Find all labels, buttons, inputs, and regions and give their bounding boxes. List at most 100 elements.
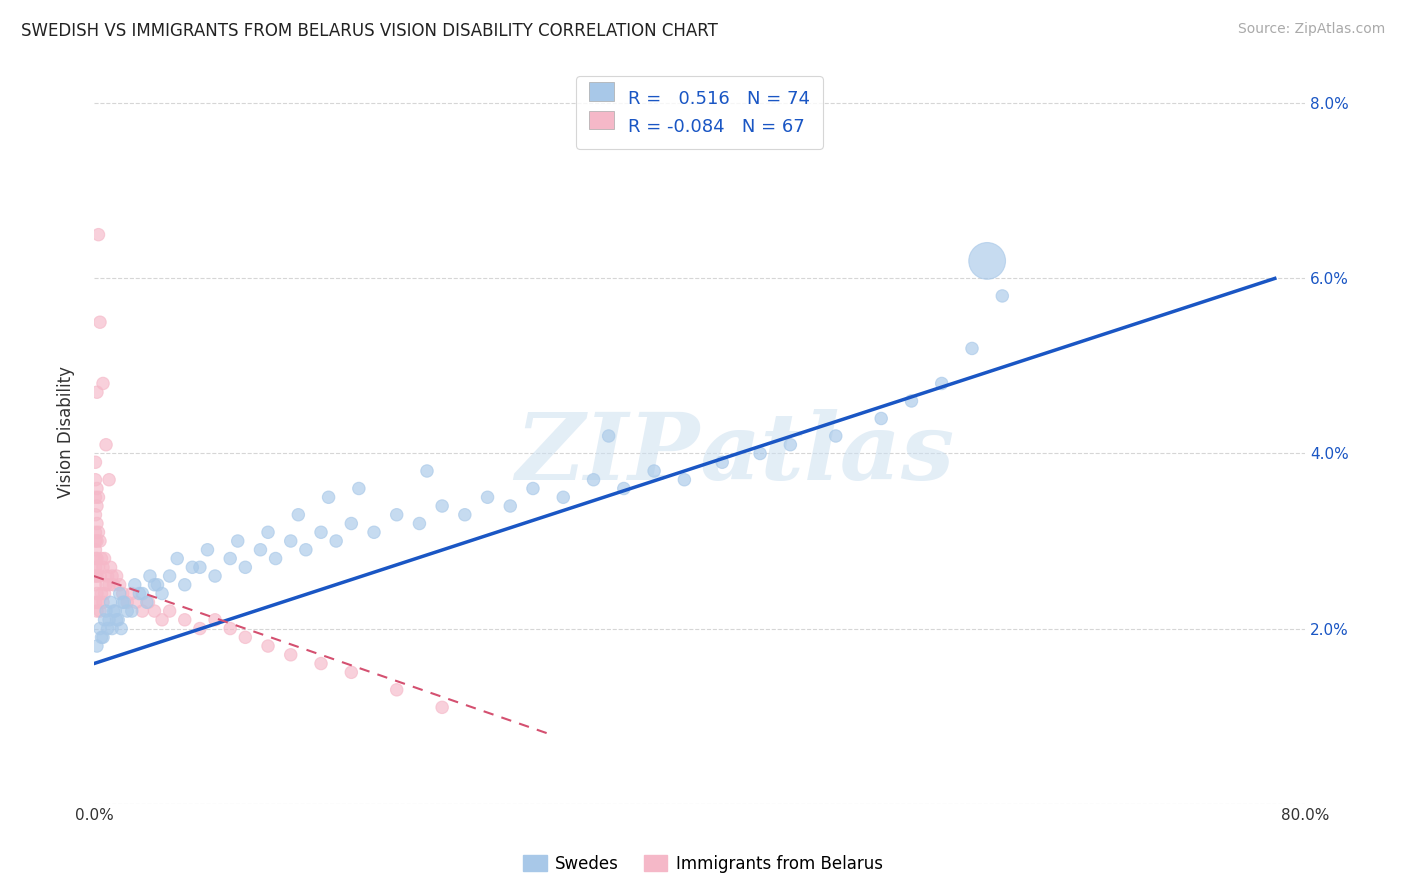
Point <box>226 534 249 549</box>
Point <box>309 525 332 540</box>
Point <box>91 630 114 644</box>
Point <box>84 578 107 592</box>
Point <box>197 542 219 557</box>
Point <box>121 586 143 600</box>
Point <box>89 622 111 636</box>
Point <box>96 622 118 636</box>
Point <box>931 376 953 391</box>
Point <box>159 604 181 618</box>
Point <box>93 586 115 600</box>
Point <box>115 595 138 609</box>
Point <box>94 438 117 452</box>
Point <box>150 613 173 627</box>
Point <box>91 376 114 391</box>
Point <box>416 464 439 478</box>
Legend: Swedes, Immigrants from Belarus: Swedes, Immigrants from Belarus <box>517 848 889 880</box>
Point <box>115 604 138 618</box>
Point <box>84 508 107 522</box>
Y-axis label: Vision Disability: Vision Disability <box>58 366 75 498</box>
Point <box>103 604 125 618</box>
Point <box>111 586 134 600</box>
Point <box>900 394 922 409</box>
Point <box>108 586 131 600</box>
Point <box>711 455 734 469</box>
Point <box>779 438 801 452</box>
Point <box>105 569 128 583</box>
Point <box>84 473 107 487</box>
Point <box>991 289 1014 303</box>
Point <box>84 534 107 549</box>
Point <box>219 551 242 566</box>
Point <box>101 569 124 583</box>
Point <box>131 604 153 618</box>
Point <box>173 613 195 627</box>
Point <box>93 551 115 566</box>
Point <box>87 525 110 540</box>
Point <box>673 473 696 487</box>
Point <box>340 516 363 531</box>
Point <box>976 254 998 268</box>
Point <box>454 508 477 522</box>
Point <box>749 446 772 460</box>
Point <box>86 534 108 549</box>
Text: ZIP: ZIP <box>515 409 700 499</box>
Point <box>613 482 636 496</box>
Point <box>98 473 121 487</box>
Point <box>87 560 110 574</box>
Point <box>960 342 983 356</box>
Point <box>84 560 107 574</box>
Point <box>430 499 453 513</box>
Point <box>100 595 122 609</box>
Point <box>103 578 125 592</box>
Point <box>91 560 114 574</box>
Point <box>111 595 134 609</box>
Point <box>131 586 153 600</box>
Point <box>110 622 132 636</box>
Point <box>257 639 280 653</box>
Point <box>408 516 430 531</box>
Point <box>86 551 108 566</box>
Point <box>143 604 166 618</box>
Point <box>84 595 107 609</box>
Point <box>90 551 112 566</box>
Point <box>146 578 169 592</box>
Point <box>86 385 108 400</box>
Point <box>87 490 110 504</box>
Point <box>86 569 108 583</box>
Point <box>643 464 665 478</box>
Point <box>87 227 110 242</box>
Point <box>98 613 121 627</box>
Point <box>91 595 114 609</box>
Point <box>89 604 111 618</box>
Point <box>287 508 309 522</box>
Point <box>112 595 135 609</box>
Point <box>347 482 370 496</box>
Point <box>86 482 108 496</box>
Point <box>363 525 385 540</box>
Point <box>124 578 146 592</box>
Point <box>340 665 363 680</box>
Point <box>135 595 157 609</box>
Point <box>89 315 111 329</box>
Point <box>86 639 108 653</box>
Point <box>173 578 195 592</box>
Point <box>84 525 107 540</box>
Point <box>385 508 408 522</box>
Point <box>430 700 453 714</box>
Point <box>128 586 150 600</box>
Point <box>84 455 107 469</box>
Point <box>295 542 318 557</box>
Point <box>159 569 181 583</box>
Text: Source: ZipAtlas.com: Source: ZipAtlas.com <box>1237 22 1385 37</box>
Point <box>125 595 148 609</box>
Point <box>181 560 204 574</box>
Point <box>98 578 121 592</box>
Point <box>86 586 108 600</box>
Point <box>150 586 173 600</box>
Point <box>105 613 128 627</box>
Point <box>100 560 122 574</box>
Text: atlas: atlas <box>700 409 955 499</box>
Point <box>309 657 332 671</box>
Point <box>385 682 408 697</box>
Point <box>90 630 112 644</box>
